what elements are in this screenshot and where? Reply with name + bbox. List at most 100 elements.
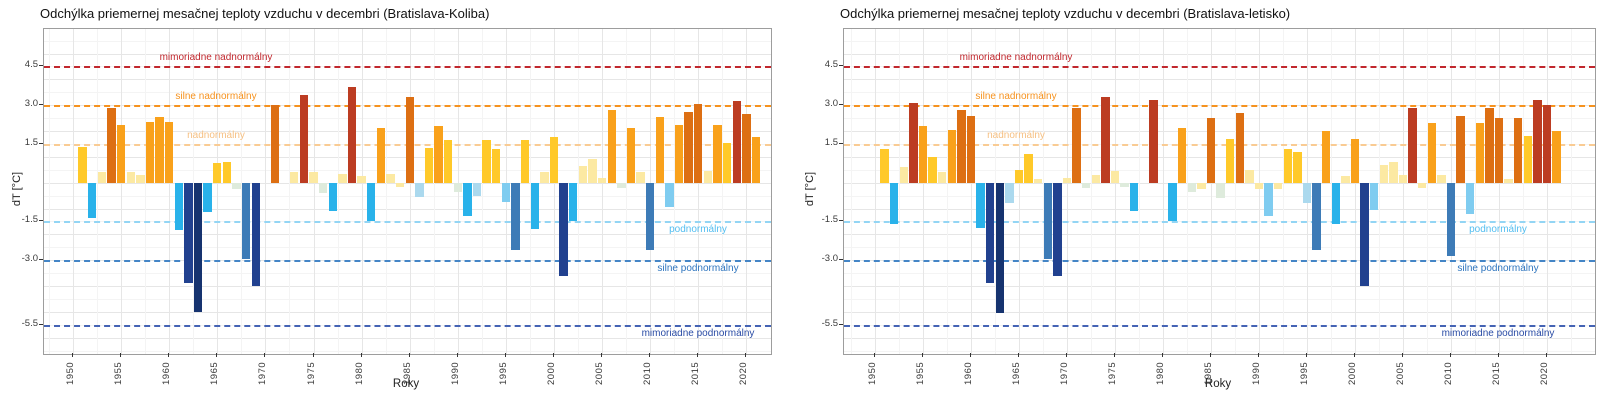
x-tick-mark	[1498, 353, 1499, 357]
bar-1990	[453, 182, 462, 192]
bar-1984	[1197, 182, 1206, 190]
threshold-label--5.5: mimoriadne podnormálny	[1441, 327, 1555, 339]
y-tick-mark	[839, 65, 843, 67]
bar-1983	[1187, 182, 1196, 192]
x-tick-label-1995: 1995	[497, 361, 509, 385]
x-tick-label-2005: 2005	[1395, 361, 1406, 385]
bar-1985	[405, 97, 414, 183]
bar-1995	[1302, 182, 1312, 204]
bar-1982	[376, 128, 386, 183]
bar-1956	[126, 172, 135, 183]
bar-1993	[482, 140, 491, 183]
gridline-vertical	[1403, 29, 1404, 354]
threshold-label--5.5: mimoriadne podnormálny	[641, 327, 755, 339]
x-tick-mark	[553, 353, 554, 357]
bar-1969	[1053, 182, 1062, 276]
y-tick-label-3.0: 3.0	[824, 98, 838, 110]
x-tick-label-1965: 1965	[1011, 361, 1022, 385]
bar-1990	[1254, 182, 1264, 190]
x-tick-mark	[1018, 353, 1019, 357]
y-tick-mark	[839, 259, 843, 261]
gridline-vertical	[145, 29, 147, 354]
y-tick-mark	[839, 323, 843, 325]
bar-2008	[626, 128, 636, 183]
y-tick-label--5.5: -5.5	[21, 317, 38, 329]
x-tick-mark	[1450, 353, 1451, 357]
gridline-horizontal	[844, 53, 1595, 55]
bar-1994	[1293, 151, 1302, 183]
y-tick-mark	[39, 142, 43, 144]
gridline-vertical	[265, 29, 267, 354]
x-tick-mark	[168, 353, 170, 357]
gridline-vertical	[1331, 29, 1332, 354]
bar-1996	[1312, 182, 1321, 250]
bar-2019	[1533, 100, 1542, 183]
threshold-line-1.5	[844, 143, 1595, 146]
bar-2003	[578, 165, 588, 183]
x-tick-label-1970: 1970	[257, 361, 269, 385]
bar-2015	[694, 103, 703, 183]
x-tick-label-2015: 2015	[690, 361, 702, 385]
gridline-vertical	[385, 29, 387, 354]
gridline-vertical	[722, 29, 724, 354]
gridline-vertical	[923, 29, 924, 354]
threshold-line--3	[844, 260, 1595, 263]
x-tick-label-1985: 1985	[401, 361, 413, 385]
x-tick-label-1975: 1975	[305, 361, 317, 385]
bar-1988	[434, 125, 443, 183]
gridline-horizontal	[844, 286, 1595, 288]
gridline-vertical	[1571, 29, 1572, 354]
bar-1979	[1149, 100, 1158, 183]
gridline-horizontal	[44, 53, 771, 55]
bar-1993	[1283, 149, 1292, 183]
gridline-vertical	[578, 29, 580, 354]
bar-2003	[1379, 164, 1388, 183]
bar-2004	[1389, 162, 1398, 183]
bar-2000	[1350, 138, 1360, 183]
bar-2019	[732, 101, 741, 183]
gridline-horizontal	[44, 350, 771, 352]
bar-1957	[136, 174, 145, 183]
bar-2000	[549, 137, 559, 183]
x-tick-mark	[649, 353, 651, 357]
x-tick-mark	[697, 353, 699, 357]
gridline-horizontal	[44, 298, 771, 300]
x-tick-mark	[1258, 353, 1259, 357]
x-tick-mark	[601, 353, 603, 357]
gridline-vertical	[337, 29, 339, 354]
x-tick-mark	[745, 353, 747, 357]
bar-1976	[1120, 182, 1129, 187]
bar-1992	[1274, 182, 1283, 190]
bar-1999	[1341, 176, 1350, 183]
x-tick-label-1990: 1990	[449, 361, 461, 385]
bar-2005	[597, 177, 607, 183]
threshold-label-4.5: mimoriadne nadnormálny	[959, 52, 1073, 64]
bar-1953	[899, 167, 908, 183]
x-tick-label-1960: 1960	[161, 361, 173, 385]
gridline-horizontal	[844, 337, 1595, 339]
bar-2004	[588, 159, 597, 183]
bar-2015	[1494, 118, 1504, 183]
bar-1987	[424, 147, 434, 183]
bar-1963	[995, 182, 1004, 314]
x-tick-label-2005: 2005	[594, 361, 606, 385]
bar-2011	[655, 116, 664, 183]
gridline-horizontal	[844, 273, 1595, 275]
gridline-vertical	[1091, 29, 1092, 354]
x-tick-label-2000: 2000	[546, 361, 557, 385]
gridline-horizontal	[44, 195, 771, 197]
y-tick-label--3.0: -3.0	[821, 253, 838, 265]
bar-1984	[395, 182, 405, 187]
x-tick-label-1980: 1980	[353, 361, 365, 385]
x-tick-mark	[1210, 353, 1211, 357]
bar-1965	[213, 163, 222, 183]
x-tick-label-1955: 1955	[113, 361, 125, 385]
chart-title-letisko: Odchýlka priemernej mesačnej teploty vzd…	[840, 6, 1291, 21]
bar-1959	[155, 116, 164, 183]
bar-2006	[1408, 107, 1417, 183]
bar-1971	[1072, 107, 1081, 183]
gridline-horizontal	[44, 286, 771, 288]
bar-1998	[1331, 182, 1340, 224]
bar-1962	[986, 182, 995, 284]
bar-2014	[1485, 107, 1494, 183]
